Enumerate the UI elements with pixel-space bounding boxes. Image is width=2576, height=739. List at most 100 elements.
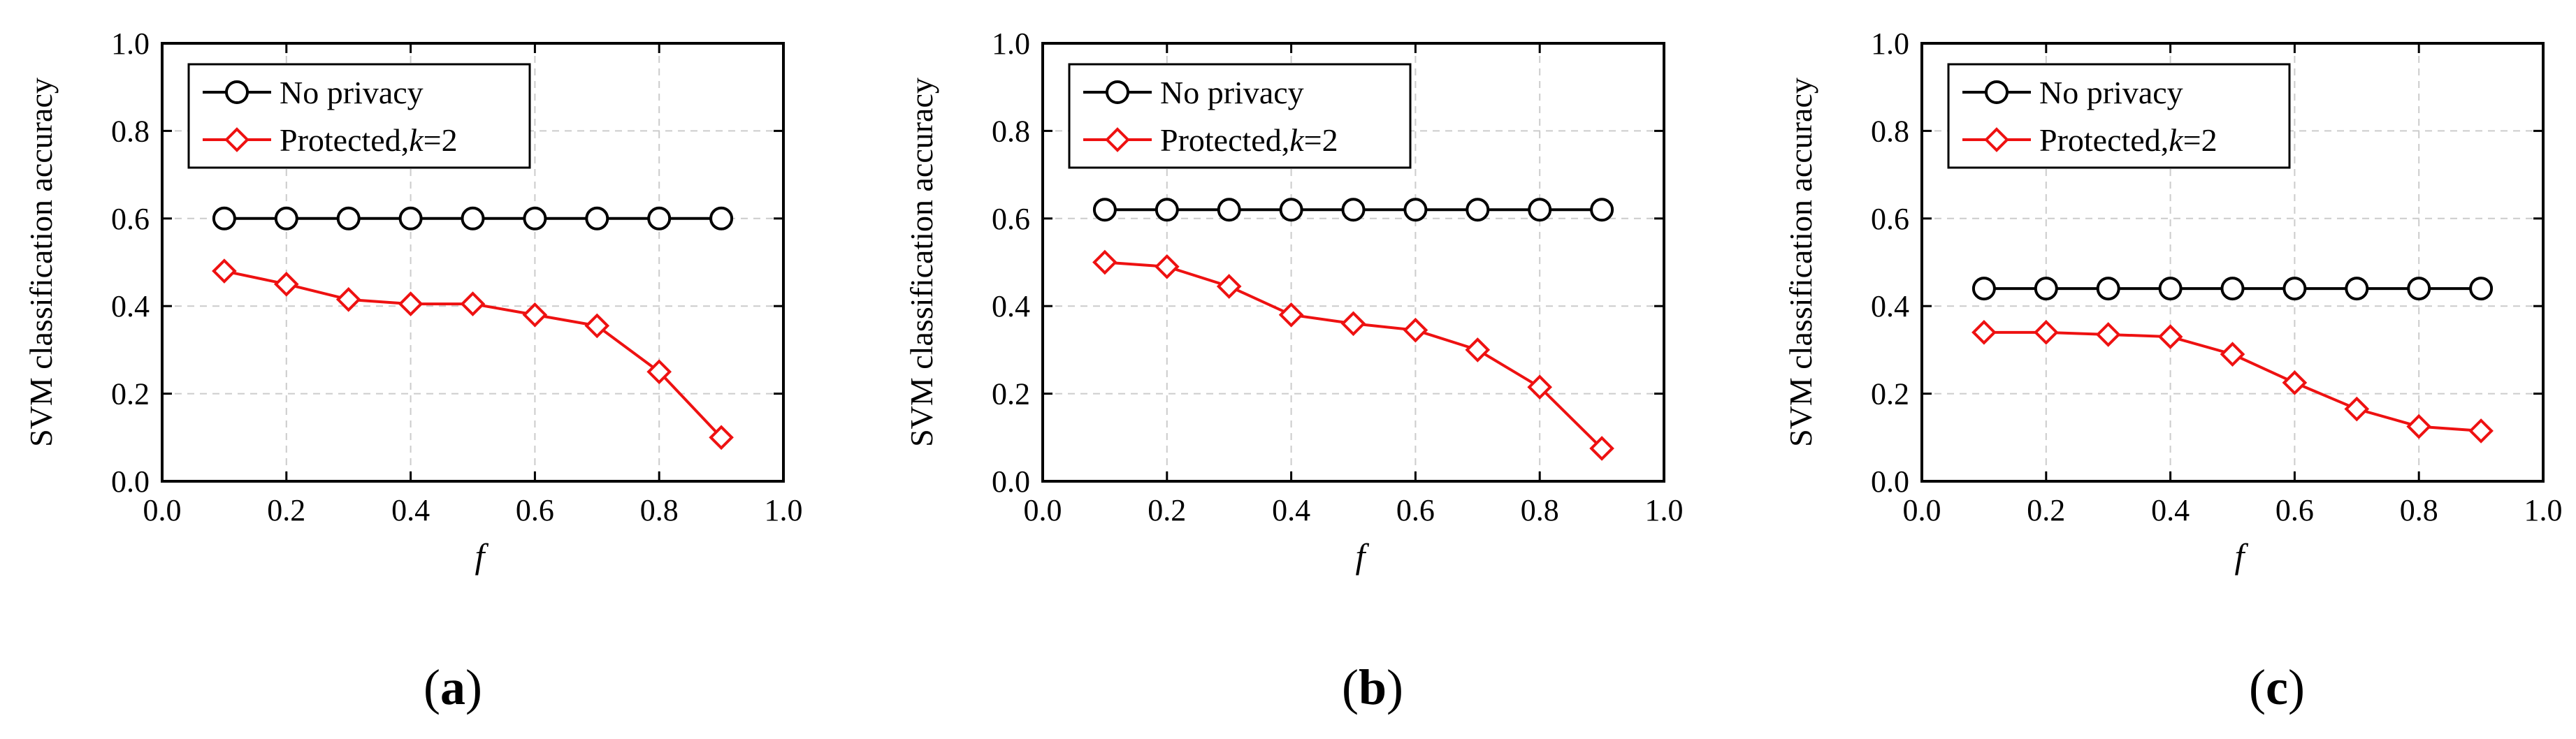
panel-c-x-tick-label: 0.2 [2027, 493, 2065, 527]
panel-c-legend-label: Protected,k=2 [2039, 122, 2217, 158]
panel-c-x-tick-label: 0.4 [2151, 493, 2190, 527]
panel-b-y-tick-label: 0.6 [992, 202, 1030, 236]
panel-b-series-no-privacy-point [1217, 198, 1241, 222]
panel-b-plot-frame [1041, 42, 1665, 483]
panel-b-series-no-privacy-point [1590, 198, 1614, 222]
panel-c-y-axis-label: SVM classification accuracy [1783, 78, 1818, 447]
panel-a-series-no-privacy-point [523, 206, 547, 231]
panel-a-y-tick-label: 0.6 [111, 202, 150, 236]
panel-c-series-protected-point [2157, 324, 2183, 349]
panel-a-x-tick-label: 0.4 [391, 493, 430, 527]
panel-c-series-no-privacy-point [1971, 277, 1996, 301]
panel-a-series-protected-point [273, 272, 299, 297]
panel-b-series-protected-point [1092, 249, 1117, 275]
panel-b-series-no-privacy-point [1092, 198, 1117, 222]
panel-c-y-tick-label: 0.4 [1871, 289, 1909, 323]
panel-b-y-tick-label: 0.4 [992, 289, 1030, 323]
panel-c-series-no-privacy-point [2282, 277, 2307, 301]
panel-a-series-protected-point [212, 258, 237, 284]
panel-c-group: 0.0 0.2 0.4 0.6 0.8 1.0 0.0 0.2 0.4 0.6 0.8 1.0 f SVM… [1783, 27, 2563, 576]
panel-c-series-no-privacy-point [2220, 277, 2245, 301]
panel-a-y-tick-label: 0.0 [111, 464, 150, 499]
panel-c-legend-swatch-marker [1985, 80, 2009, 104]
panel-c-series-protected-point [2282, 370, 2308, 395]
panel-b-legend-swatch-marker [1106, 80, 1129, 104]
caption-b: (b) [1341, 659, 1403, 715]
panel-c-series-protected-point [2468, 418, 2494, 444]
panel-b-legend-label: Protected,k=2 [1160, 122, 1338, 158]
panel-b-series-protected-point [1216, 274, 1242, 299]
panel-a-series-no-privacy-point [274, 206, 298, 231]
panel-c-series-protected-point [2406, 414, 2432, 439]
panel-a-series-protected-point [335, 286, 361, 312]
panel-b-legend-box [1068, 63, 1412, 169]
panel-b-series-protected-point [1465, 337, 1491, 363]
panel-a-legend: No privacy Protected,k=2 [187, 63, 531, 169]
panel-c-series-protected-point [2344, 396, 2370, 422]
panel-c-y-tick-label: 0.6 [1871, 202, 1909, 236]
panel-c-y-tick-label: 0.0 [1871, 464, 1909, 499]
panel-c-plot-frame [1920, 42, 2545, 483]
panel-a-series-no-privacy-point [647, 206, 672, 231]
panel-b-x-tick-label: 0.6 [1396, 493, 1435, 527]
panel-a-y-tick-label: 0.8 [111, 114, 150, 148]
panel-b-y-tick-label: 0.0 [992, 464, 1030, 499]
panel-b-series-no-privacy-point [1279, 198, 1303, 222]
panel-a-y-tick-label: 0.2 [111, 377, 150, 411]
panel-c-series-no-privacy-point [2345, 277, 2369, 301]
panel-c-x-tick-label: 0.6 [2275, 493, 2314, 527]
panel-a-series-no-privacy-point [212, 206, 236, 231]
panel-b-x-tick-label: 1.0 [1645, 493, 1684, 527]
panel-c-series-no-privacy-point [2096, 277, 2120, 301]
panel-c-y-tick-label: 0.2 [1871, 377, 1909, 411]
panel-c-series-protected-point [2095, 322, 2121, 347]
panel-a-series-no-privacy-point [398, 206, 423, 231]
panel-a-x-tick-label: 0.6 [516, 493, 554, 527]
panel-b-x-tick-label: 0.2 [1148, 493, 1186, 527]
panel-a-legend-label: No privacy [280, 75, 424, 110]
panel-c-series-protected-point [1971, 319, 1997, 345]
panel-a-series-protected-point [709, 425, 734, 451]
panel-c-legend: No privacy Protected,k=2 [1947, 63, 2291, 169]
panel-a-y-tick-label: 1.0 [111, 27, 150, 61]
panel-b-series-no-privacy-point [1528, 198, 1552, 222]
panel-a-x-tick-label: 0.2 [267, 493, 305, 527]
panel-a-x-tick-label: 0.8 [640, 493, 679, 527]
panel-a-legend-label: Protected,k=2 [280, 122, 458, 158]
panel-b-series-no-privacy-point [1403, 198, 1428, 222]
panel-a-series-protected-point [522, 302, 548, 328]
panel-a-series-no-privacy-point [585, 206, 609, 231]
panel-c-legend-swatch-marker [1984, 127, 2009, 152]
panel-b-legend-swatch-marker [1105, 127, 1130, 152]
panel-a-plot-frame [161, 42, 785, 483]
panel-a-legend-swatch-marker [224, 127, 249, 152]
panel-a-series-protected-point [646, 359, 672, 385]
panel-b-series-no-privacy-point [1155, 198, 1179, 222]
panel-b-series-protected-point [1403, 317, 1428, 343]
panel-c-series-no-privacy-point [2158, 277, 2183, 301]
panel-a-y-tick-label: 0.4 [111, 289, 150, 323]
panel-b-legend-label: No privacy [1160, 75, 1304, 110]
panel-c-x-axis-label: f [2235, 536, 2249, 576]
caption-a: (a) [424, 659, 482, 715]
panel-a-series-protected-point [584, 313, 610, 339]
panel-a-series-protected-point [398, 291, 424, 316]
panel-a-x-axis-label: f [475, 536, 489, 576]
caption-c: (c) [2249, 659, 2305, 715]
panel-c-x-tick-label: 0.0 [1903, 493, 1941, 527]
panel-b-series-protected-point [1278, 302, 1304, 328]
panel-b-series-protected-point [1340, 311, 1366, 337]
panel-b-group: 0.0 0.2 0.4 0.6 0.8 1.0 0.0 0.2 0.4 0.6 0.8 1.0 f SVM… [904, 27, 1684, 576]
panel-b-series-protected-line [1104, 261, 1603, 450]
panel-c-series-no-privacy-point [2407, 277, 2431, 301]
panel-b-legend: No privacy Protected,k=2 [1068, 63, 1412, 169]
panel-b-y-tick-label: 0.8 [992, 114, 1030, 148]
panel-c-x-tick-label: 1.0 [2524, 493, 2563, 527]
panel-b-x-tick-label: 0.4 [1272, 493, 1310, 527]
panel-b-x-tick-label: 0.0 [1024, 493, 1062, 527]
panel-c-series-no-privacy-point [2034, 277, 2058, 301]
panel-b-x-axis-label: f [1356, 536, 1370, 576]
panel-b-y-tick-label: 1.0 [992, 27, 1030, 61]
panel-c-y-tick-label: 1.0 [1871, 27, 1909, 61]
